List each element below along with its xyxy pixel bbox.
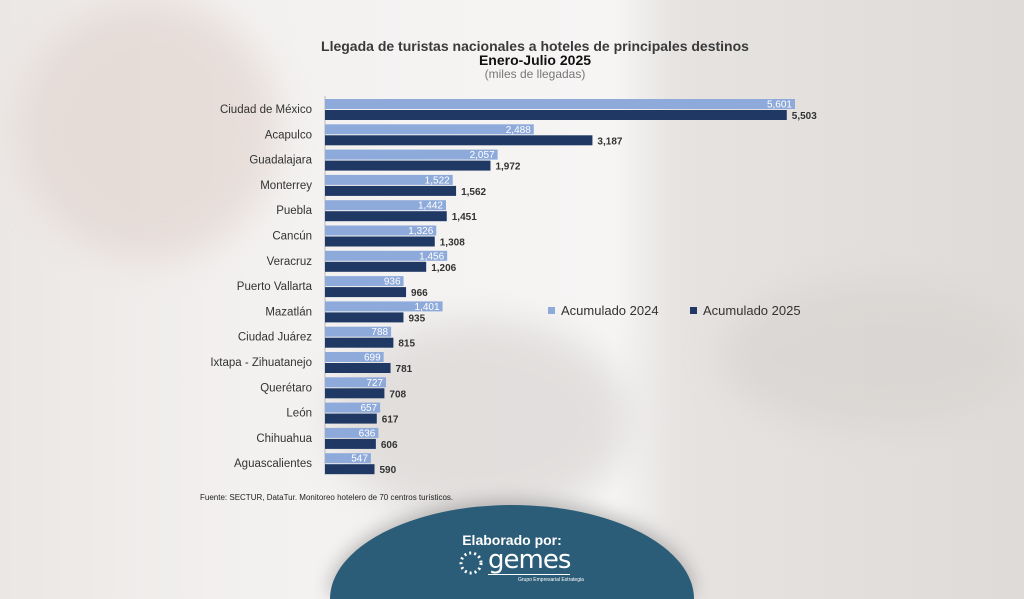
- data-label-2024: 1,522: [425, 175, 450, 186]
- data-label-2024: 547: [351, 454, 368, 465]
- bar-2024: [325, 377, 387, 388]
- bar-2024: [325, 427, 379, 438]
- bar-2025: [325, 185, 457, 196]
- credit-label: Elaborado por:: [462, 532, 562, 548]
- bar-2025: [325, 261, 427, 272]
- data-label-2025: 1,206: [431, 263, 456, 274]
- chart-subtitle: Enero-Julio 2025: [478, 52, 592, 68]
- bar-2025: [325, 464, 375, 475]
- data-label-2025: 5,503: [792, 111, 817, 122]
- data-label-2025: 935: [408, 313, 425, 324]
- data-label-2025: 3,187: [597, 136, 622, 147]
- legend-label-2024: Acumulado 2024: [561, 303, 659, 318]
- category-label: Puerto Vallarta: [237, 281, 313, 293]
- background-hand: [20, 0, 280, 260]
- data-label-2024: 636: [359, 428, 376, 439]
- bar-2024: [325, 352, 384, 362]
- data-label-2025: 1,308: [440, 238, 465, 249]
- bar-2025: [325, 438, 376, 449]
- data-label-2024: 1,442: [418, 201, 443, 212]
- data-label-2025: 966: [411, 288, 428, 299]
- data-label-2025: 1,972: [495, 162, 520, 173]
- data-label-2024: 699: [364, 353, 381, 364]
- category-label: Acapulco: [265, 129, 312, 141]
- data-label-2025: 617: [382, 415, 399, 426]
- data-label-2025: 781: [396, 364, 413, 375]
- category-label: Mazatlán: [265, 306, 312, 318]
- data-label-2025: 590: [380, 465, 397, 476]
- legend-item-2024: Acumulado 2024: [548, 303, 659, 318]
- bar-2025: [325, 287, 407, 298]
- bar-2025: [325, 363, 391, 373]
- data-label-2025: 708: [389, 389, 406, 400]
- bar-2024: [325, 250, 448, 261]
- legend-swatch-2025: [690, 307, 697, 314]
- category-label: Ciudad Juárez: [238, 332, 312, 344]
- bar-2024: [325, 225, 437, 236]
- category-label: Puebla: [276, 205, 312, 217]
- data-label-2024: 788: [371, 327, 388, 338]
- category-label: Monterrey: [260, 180, 312, 192]
- data-label-2024: 1,456: [419, 251, 444, 262]
- category-label: Cancún: [272, 231, 312, 243]
- legend-item-2025: Acumulado 2025: [690, 303, 801, 318]
- bar-2024: [325, 301, 443, 312]
- bar-2024: [325, 200, 447, 211]
- bar-2024: [325, 276, 404, 287]
- data-label-2024: 657: [360, 403, 377, 414]
- bar-2025: [325, 337, 394, 348]
- data-label-2025: 815: [398, 339, 415, 350]
- bar-2025: [325, 160, 491, 171]
- bar-2025: [325, 388, 385, 399]
- chart-title: Llegada de turistas nacionales a hoteles…: [321, 38, 749, 54]
- category-label: Chihuahua: [256, 433, 312, 445]
- bar-2024: [325, 174, 453, 185]
- bar-2024: [325, 99, 795, 109]
- logo-subtitle: Grupo Empresarial Estrategia: [518, 577, 584, 583]
- legend-label-2025: Acumulado 2025: [703, 303, 801, 318]
- category-label: Ixtapa - Zihuatanejo: [210, 357, 312, 369]
- bar-2024: [325, 124, 534, 135]
- bar-2024: [325, 149, 498, 160]
- bar-2024: [325, 326, 392, 337]
- bar-2025: [325, 236, 435, 247]
- data-label-2025: 1,562: [461, 187, 486, 198]
- background-sign: [720, 280, 1020, 430]
- data-label-2025: 1,451: [452, 212, 477, 223]
- data-label-2024: 1,401: [415, 302, 440, 313]
- category-label: Querétaro: [260, 382, 312, 394]
- logo-text: gemes: [488, 545, 571, 575]
- category-label: León: [286, 408, 312, 420]
- data-label-2024: 2,488: [506, 125, 531, 136]
- bar-2025: [325, 110, 787, 120]
- bar-2025: [325, 211, 447, 222]
- legend-swatch-2024: [548, 307, 555, 314]
- category-label: Guadalajara: [249, 155, 312, 167]
- category-label: Veracruz: [267, 256, 313, 268]
- dotted-circle-icon: [459, 551, 483, 575]
- data-label-2024: 727: [366, 378, 383, 389]
- bar-2024: [325, 453, 371, 464]
- data-label-2024: 936: [384, 277, 401, 288]
- gemes-logo: gemes Grupo Empresarial Estrategia: [458, 546, 584, 590]
- bar-2025: [325, 135, 593, 146]
- bar-2024: [325, 402, 381, 413]
- category-label: Aguascalientes: [234, 458, 312, 470]
- bar-2025: [325, 413, 377, 424]
- data-label-2024: 2,057: [470, 150, 495, 161]
- source-footnote: Fuente: SECTUR, DataTur. Monitoreo hotel…: [200, 493, 454, 502]
- data-label-2024: 1,326: [408, 226, 433, 237]
- category-label: Ciudad de México: [220, 104, 312, 116]
- chart-unit-note: (miles de llegadas): [484, 67, 586, 81]
- data-label-2025: 606: [381, 440, 398, 451]
- data-label-2024: 5,601: [767, 100, 792, 111]
- bar-2025: [325, 312, 404, 323]
